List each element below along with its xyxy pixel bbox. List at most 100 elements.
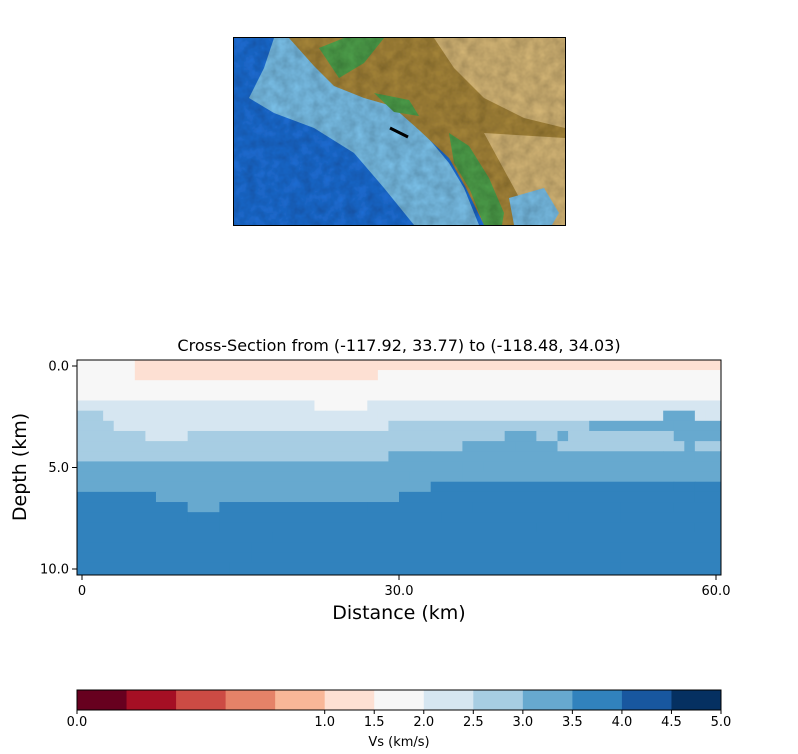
velocity-cell: [694, 522, 722, 533]
continental-shelf: [249, 38, 479, 225]
colorbar-bin: [374, 690, 425, 710]
colorbar-label: Vs (km/s): [368, 735, 429, 750]
velocity-cell: [77, 481, 432, 493]
cross-section-line: [389, 126, 409, 139]
velocity-cell: [77, 451, 379, 462]
velocity-cell: [77, 441, 463, 452]
colorbar-tick-label: 2.0: [413, 715, 434, 730]
x-tick-label: 60.0: [702, 584, 731, 599]
velocity-cell: [77, 512, 189, 523]
colorbar-tick-label: 3.5: [562, 715, 583, 730]
y-tick-label: 10.0: [40, 563, 69, 578]
velocity-cell: [568, 512, 622, 523]
velocity-cell: [578, 370, 722, 381]
colorbar-bin: [77, 690, 128, 710]
velocity-cell: [462, 471, 722, 483]
velocity-cell: [77, 360, 136, 371]
velocity-cell: [388, 451, 432, 462]
colorbar-bin: [473, 690, 524, 710]
velocity-cell: [187, 430, 263, 442]
velocity-cell: [229, 562, 622, 576]
velocity-cell: [251, 552, 622, 564]
valley-lowland: [449, 133, 504, 225]
y-axis-ticks: 0.0 5.0 10.0: [40, 360, 77, 578]
valley-lowland: [374, 93, 419, 116]
colorbar-tick-label: 4.0: [612, 715, 633, 730]
velocity-cell: [462, 461, 485, 473]
velocity-cell: [673, 430, 722, 442]
velocity-cell: [684, 441, 696, 452]
velocity-cell: [219, 502, 368, 513]
velocity-cell: [694, 481, 722, 493]
velocity-cell: [578, 542, 722, 554]
location-map-inset: [233, 37, 566, 226]
y-tick-label: 5.0: [48, 461, 69, 476]
velocity-cell: [694, 410, 706, 422]
colorbar-tick-label: 4.5: [661, 715, 682, 730]
colorbar: [77, 690, 722, 710]
velocity-cell: [409, 471, 463, 483]
velocity-cell: [504, 430, 537, 442]
x-tick-label: 0: [78, 584, 86, 599]
colorbar-tick-label: 2.5: [463, 715, 484, 730]
velocity-cell: [578, 360, 722, 371]
velocity-cell: [663, 451, 696, 462]
velocity-cell: [77, 552, 252, 564]
x-axis-label: Distance (km): [332, 602, 465, 624]
mountain-range: [434, 38, 565, 128]
velocity-cell: [77, 461, 463, 473]
velocity-cell: [77, 430, 146, 442]
terrain-map: [234, 38, 565, 225]
velocity-cell: [377, 360, 580, 371]
colorbar-bin: [176, 690, 227, 710]
chart-title: Cross-Section from (-117.92, 33.77) to (…: [177, 336, 620, 355]
velocity-cell: [568, 430, 675, 442]
velocity-cell: [673, 441, 685, 452]
velocity-cell: [335, 420, 389, 432]
velocity-cell: [515, 441, 558, 452]
velocity-cell: [77, 491, 157, 503]
velocity-cell: [187, 502, 220, 513]
colorbar-bin: [126, 690, 177, 710]
velocity-cell: [314, 400, 368, 412]
velocity-cell: [367, 502, 474, 513]
colorbar-bin: [572, 690, 623, 710]
velocity-cell: [377, 451, 389, 462]
colorbar-ticks: 0.0 1.0 1.5 2.0 2.5 3.0 3.5 4.0 4.5 5.0: [67, 710, 732, 730]
velocity-cell: [589, 420, 675, 432]
velocity-cell: [377, 410, 664, 422]
velocity-cell: [694, 491, 722, 503]
velocity-cell: [77, 471, 411, 483]
velocity-cell: [134, 360, 379, 371]
colorbar-bin: [324, 690, 375, 710]
salton-basin: [509, 188, 559, 225]
velocity-cell: [536, 430, 558, 442]
velocity-cell: [673, 481, 696, 493]
velocity-cell: [663, 410, 696, 422]
velocity-cell: [557, 441, 675, 452]
colorbar-tick-label: 5.0: [711, 715, 732, 730]
colorbar-bin: [275, 690, 326, 710]
velocity-cell: [377, 370, 580, 381]
velocity-cell: [77, 410, 104, 422]
colorbar-tick-label: 0.0: [67, 715, 88, 730]
velocity-cell: [430, 451, 664, 462]
velocity-cell: [219, 512, 442, 523]
velocity-cell: [325, 410, 379, 422]
velocity-cell: [103, 410, 326, 422]
velocity-cell: [251, 542, 580, 554]
velocity-cell: [261, 430, 506, 442]
velocity-cell: [77, 522, 220, 533]
velocity-cell: [673, 502, 722, 513]
velocity-cell: [77, 420, 115, 432]
velocity-cell: [462, 441, 516, 452]
velocity-cell: [113, 420, 337, 432]
x-tick-label: 30.0: [385, 584, 414, 599]
velocity-cell: [483, 461, 722, 473]
velocity-cell: [536, 522, 696, 533]
colorbar-bin: [423, 690, 474, 710]
velocity-cell: [388, 420, 590, 432]
velocity-cell: [155, 491, 400, 503]
colorbar-tick-label: 1.5: [364, 715, 385, 730]
